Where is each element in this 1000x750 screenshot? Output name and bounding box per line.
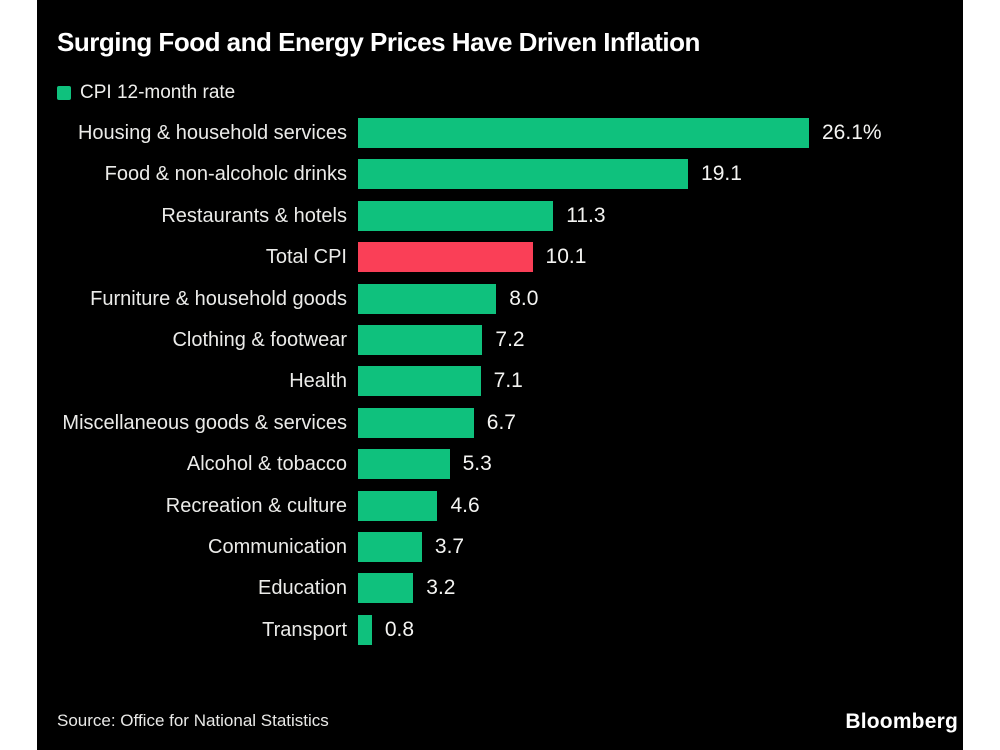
value-label: 6.7 bbox=[486, 410, 516, 434]
bar bbox=[358, 449, 450, 480]
chart-canvas: Surging Food and Energy Prices Have Driv… bbox=[37, 0, 963, 750]
bar bbox=[358, 490, 438, 521]
chart-row: Restaurants & hotels 11.3 bbox=[37, 200, 963, 231]
category-label: Housing & household services bbox=[77, 122, 347, 144]
category-label: Education bbox=[258, 577, 347, 600]
category-label: Transport bbox=[262, 618, 347, 641]
value-label: 3.2 bbox=[426, 576, 456, 600]
category-label: Health bbox=[289, 370, 347, 393]
bar bbox=[358, 573, 414, 604]
bar bbox=[358, 118, 809, 148]
chart-row: Housing & household services 26.1% bbox=[37, 118, 963, 148]
value-label: 26.1% bbox=[822, 121, 882, 144]
legend: CPI 12-month rate bbox=[57, 82, 236, 103]
legend-label: CPI 12-month rate bbox=[80, 82, 236, 103]
value-label: 19.1 bbox=[701, 162, 742, 186]
value-label: 10.1 bbox=[545, 245, 587, 269]
value-label: 11.3 bbox=[566, 203, 606, 227]
bar bbox=[358, 324, 483, 355]
chart-row: Health 7.1 bbox=[37, 366, 963, 397]
source-note: Source: Office for National Statistics bbox=[57, 711, 329, 730]
value-label: 8.0 bbox=[509, 286, 539, 310]
bar bbox=[358, 242, 533, 273]
chart-row: Education 3.2 bbox=[37, 573, 963, 604]
bar bbox=[358, 531, 422, 562]
category-label: Furniture & household goods bbox=[90, 287, 347, 310]
bar bbox=[358, 366, 481, 397]
chart-row: Alcohol & tobacco 5.3 bbox=[37, 449, 963, 480]
category-label: Alcohol & tobacco bbox=[186, 453, 347, 476]
bar bbox=[358, 159, 689, 190]
chart-row: Total CPI 10.1 bbox=[37, 242, 963, 273]
bar-chart: Housing & household services 26.1% Food & … bbox=[37, 118, 963, 656]
category-label: Total CPI bbox=[265, 246, 347, 269]
category-label: Recreation & culture bbox=[165, 494, 347, 517]
chart-row: Transport 0.8 bbox=[37, 614, 963, 645]
category-label: Miscellaneous goods & services bbox=[62, 411, 347, 434]
value-label: 4.6 bbox=[450, 493, 480, 517]
category-label: Food & non-alcoholc drinks bbox=[104, 163, 347, 186]
value-label: 7.2 bbox=[495, 327, 525, 351]
chart-row: Recreation & culture 4.6 bbox=[37, 490, 963, 521]
bar bbox=[358, 283, 497, 314]
category-label: Communication bbox=[208, 535, 347, 558]
chart-row: Furniture & household goods 8.0 bbox=[37, 283, 963, 314]
value-label: 7.1 bbox=[493, 369, 523, 393]
value-label: 5.3 bbox=[462, 452, 492, 476]
chart-row: Communication 3.7 bbox=[37, 531, 963, 562]
value-label: 3.7 bbox=[434, 534, 465, 558]
category-label: Clothing & footwear bbox=[172, 328, 347, 351]
chart-row: Miscellaneous goods & services 6.7 bbox=[37, 407, 963, 438]
chart-row: Food & non-alcoholc drinks 19.1 bbox=[37, 159, 963, 190]
category-label: Restaurants & hotels bbox=[161, 204, 347, 227]
legend-swatch-icon bbox=[57, 86, 71, 100]
bar bbox=[358, 407, 474, 438]
bar bbox=[358, 614, 372, 645]
value-label: 0.8 bbox=[384, 617, 415, 641]
chart-title: Surging Food and Energy Prices Have Driv… bbox=[57, 27, 700, 57]
bloomberg-logo: Bloomberg bbox=[845, 710, 958, 733]
bar bbox=[358, 200, 554, 231]
chart-row: Clothing & footwear 7.2 bbox=[37, 324, 963, 355]
